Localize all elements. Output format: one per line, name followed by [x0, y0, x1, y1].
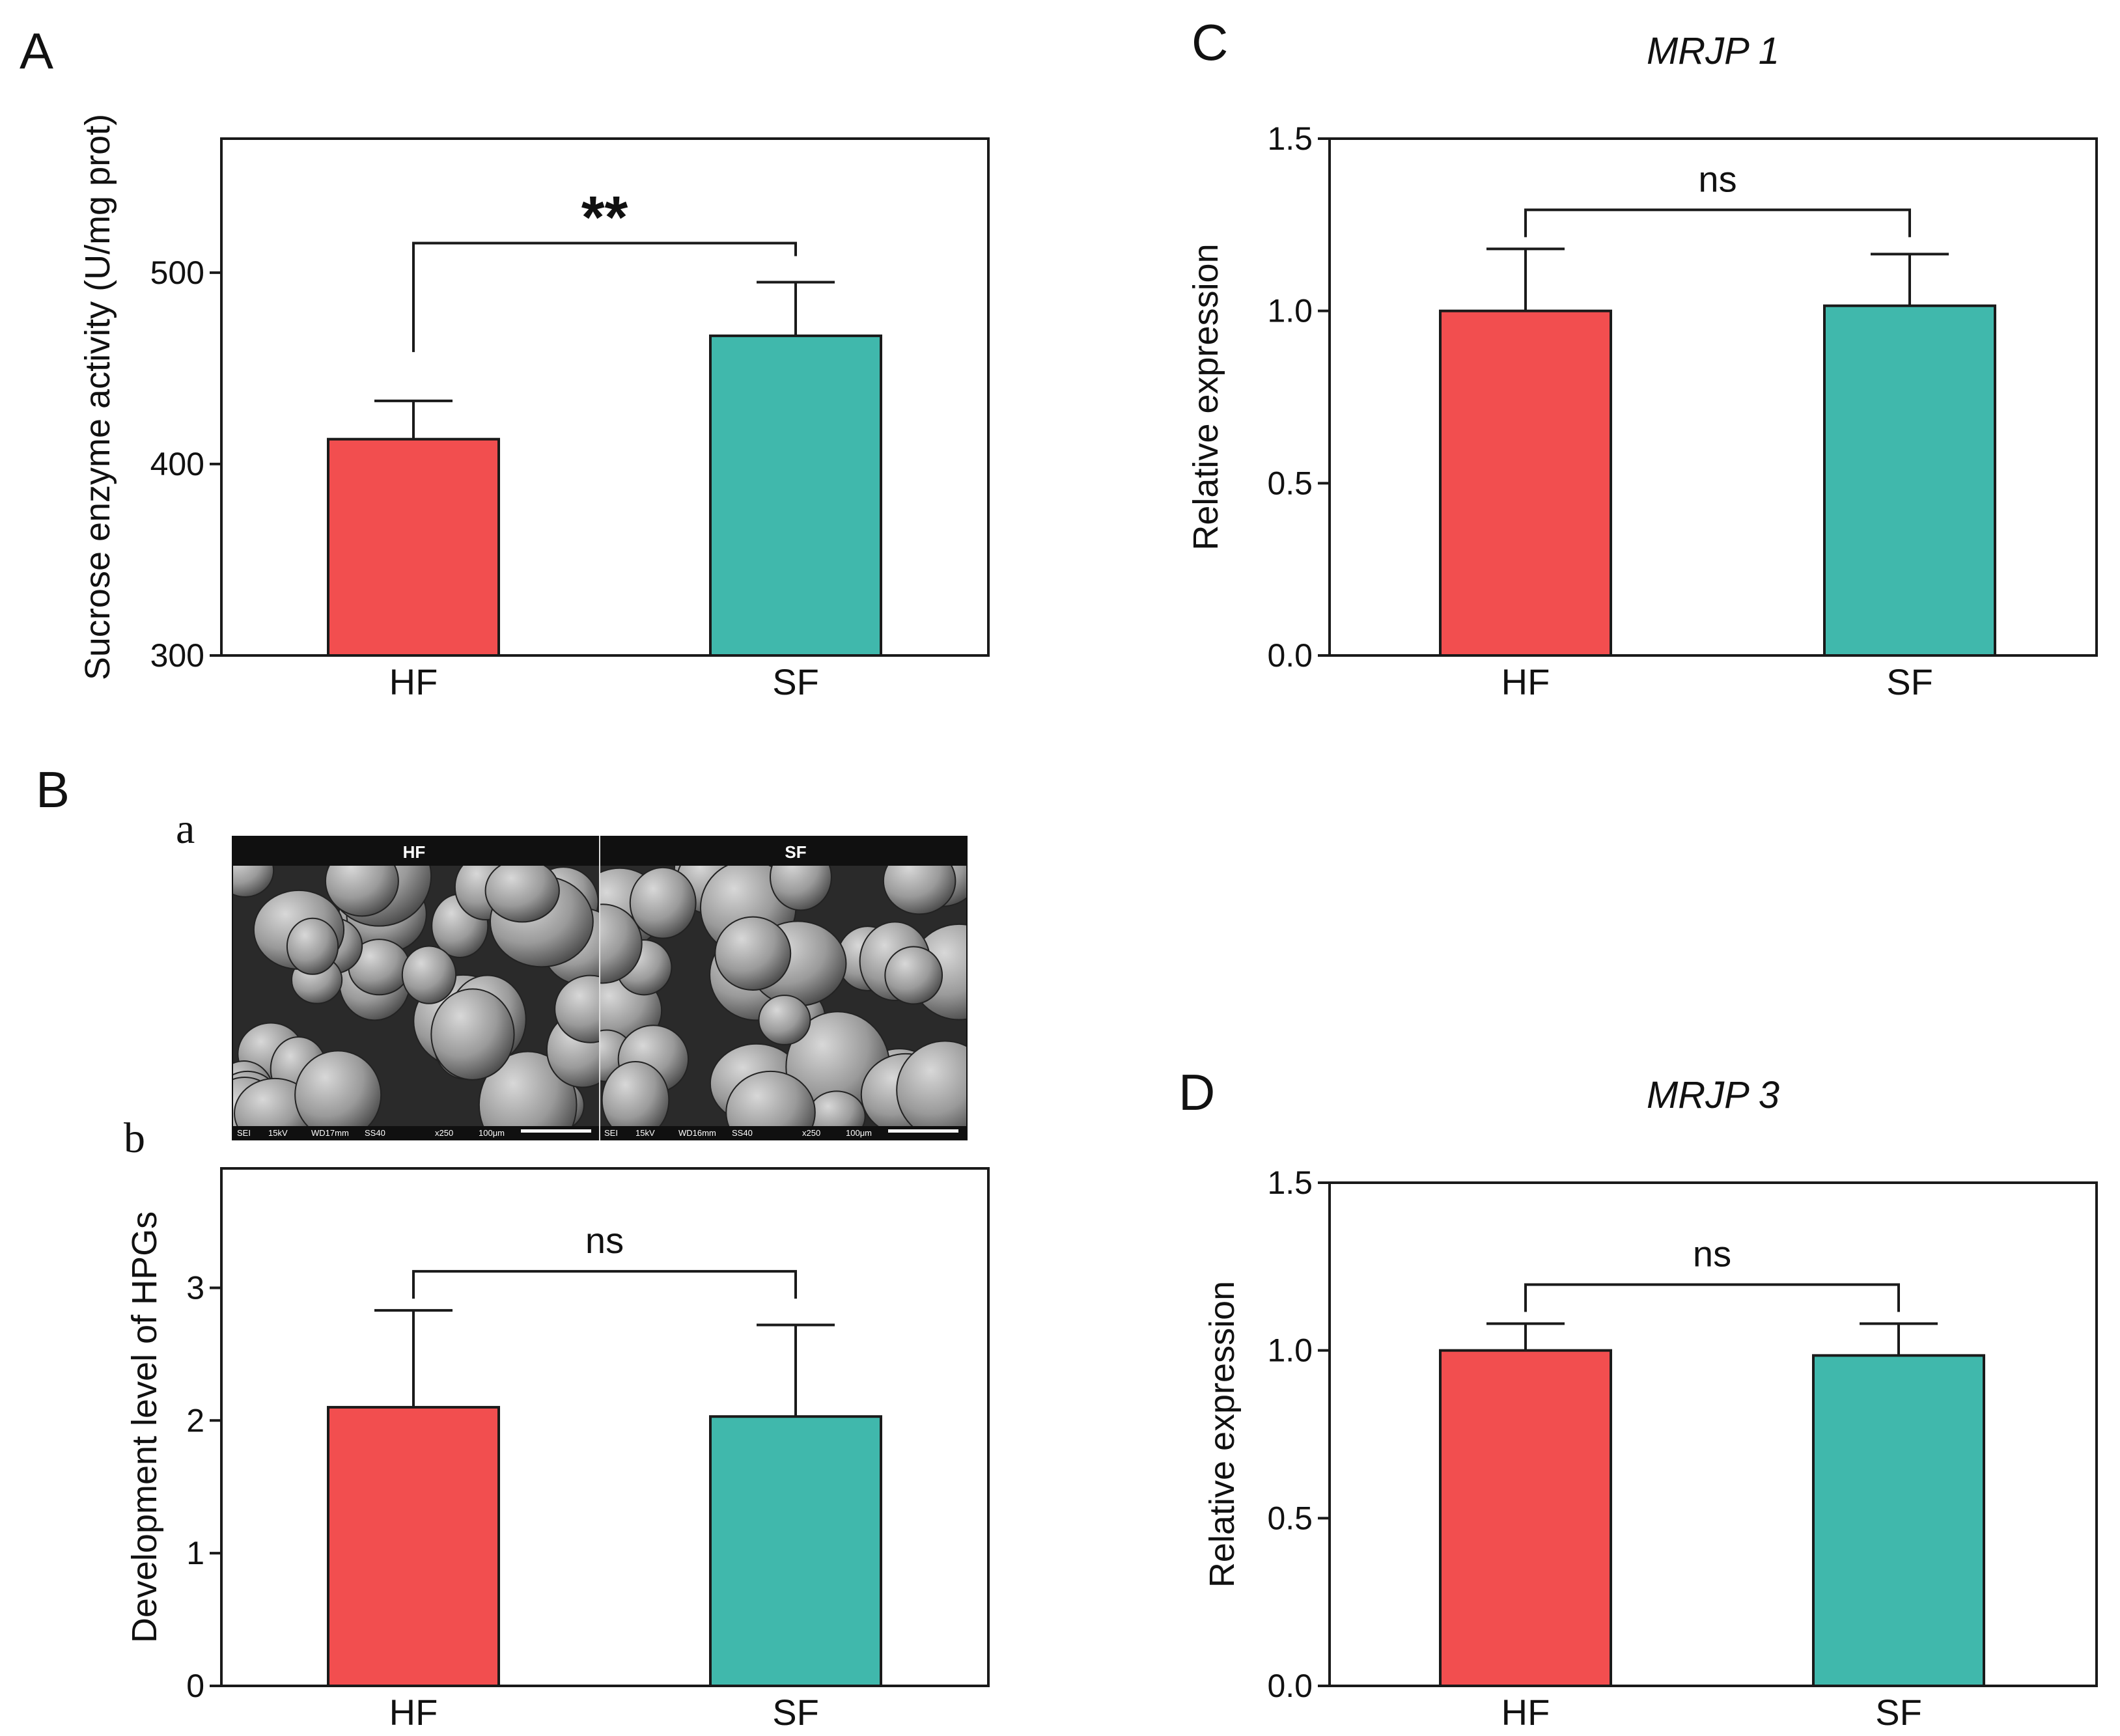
significance-bracket	[412, 1270, 797, 1299]
sem-hf-metadata: SEI 15kV WD17mm SS40 x250 100μm	[237, 1128, 591, 1138]
sem-sf-cells	[600, 866, 966, 1126]
significance-bracket	[412, 241, 797, 352]
sem-cell	[233, 866, 275, 898]
sem-meta-item: 100μm	[846, 1128, 872, 1138]
significance-label: **	[581, 185, 628, 251]
sem-meta-item: SEI	[604, 1128, 618, 1138]
sem-sf-metadata: SEI 15kV WD16mm SS40 x250 100μm	[604, 1128, 958, 1138]
x-tick-label: SF	[772, 661, 819, 702]
y-tick-label: 3	[186, 1269, 204, 1306]
sem-cell	[600, 903, 643, 984]
y-tick-label: 1.5	[1267, 1164, 1313, 1201]
sem-cell	[324, 866, 399, 917]
y-tick-label: 2	[186, 1402, 204, 1439]
y-tick-label: 1.0	[1267, 1332, 1313, 1369]
x-tick-label: SF	[1886, 661, 1933, 702]
sem-micrograph: HF SF SEI 15kV WD17mm SS40 x250 100μm SE…	[232, 836, 968, 1140]
sem-cell	[725, 1070, 816, 1126]
sem-cell	[401, 945, 457, 1004]
chart-title: MRJP 1	[1647, 30, 1779, 72]
sem-meta-item: x250	[802, 1128, 820, 1138]
sem-meta-item: SS40	[732, 1128, 753, 1138]
y-tick-label: 0	[186, 1668, 204, 1704]
panel-letter-c: C	[1192, 14, 1228, 71]
x-tick-label: HF	[1501, 1692, 1550, 1733]
bar-sf	[1823, 304, 1996, 657]
sem-cell	[714, 916, 792, 991]
chart-sucrose-enzyme-activity: HF SF 300 400 500 Sucrose enzyme activity (U/…	[78, 114, 990, 702]
y-tick-label: 300	[150, 637, 204, 674]
y-axis-label: Development level of HPGs	[125, 1211, 164, 1643]
sem-cell	[286, 917, 339, 975]
bar-hf	[327, 437, 500, 657]
sem-cell	[884, 946, 943, 1005]
sem-hf-cells	[233, 866, 599, 1126]
x-tick-label: HF	[389, 661, 438, 702]
significance-label: ns	[1693, 1233, 1731, 1274]
sem-sf-label: SF	[785, 842, 806, 862]
sem-cell	[554, 974, 599, 1043]
sem-cell	[896, 1040, 966, 1126]
y-tick-label: 1.0	[1267, 293, 1313, 329]
panel-letter-b: B	[36, 761, 70, 818]
y-tick-label: 400	[150, 446, 204, 482]
sem-meta-item: 100μm	[479, 1128, 505, 1138]
significance-label: ns	[1698, 158, 1736, 199]
panel-sub-letter-a: a	[176, 805, 195, 853]
bar-hf	[327, 1405, 500, 1688]
y-tick-label: 0.0	[1267, 637, 1313, 674]
sem-cell	[484, 866, 560, 923]
significance-bracket	[1524, 208, 1911, 238]
y-tick-label: 1.5	[1267, 120, 1313, 157]
y-tick-label: 0.5	[1267, 1500, 1313, 1536]
bar-sf	[709, 334, 882, 657]
plot-frame	[220, 1167, 990, 1687]
x-tick-label: SF	[1875, 1692, 1922, 1733]
y-tick-label: 0.5	[1267, 465, 1313, 501]
panel-letter-a: A	[20, 22, 53, 79]
plot-frame	[1328, 1181, 2098, 1687]
plot-frame	[1328, 137, 2098, 657]
x-tick-label: SF	[772, 1692, 819, 1733]
sem-hf-scale-bar	[521, 1129, 591, 1133]
sem-cell	[882, 866, 956, 915]
sem-cell	[601, 1061, 670, 1126]
sem-meta-item: 15kV	[635, 1128, 655, 1138]
x-tick-label: HF	[389, 1692, 438, 1733]
y-axis-label: Relative expression	[1203, 1281, 1242, 1588]
significance-bracket	[1524, 1283, 1900, 1312]
chart-mrjp1-expression: MRJP 1 HF SF 0.0 0.5 1.0 1.5 Relative expressio…	[1186, 30, 2098, 702]
chart-title: MRJP 3	[1647, 1074, 1779, 1116]
sem-sf-scale-bar	[888, 1129, 958, 1133]
sem-hf-label: HF	[403, 842, 426, 862]
bar-hf	[1439, 1349, 1612, 1688]
sem-meta-item: x250	[435, 1128, 453, 1138]
y-axis-label: Sucrose enzyme activity (U/mg prot)	[78, 114, 117, 680]
sem-cell	[758, 995, 811, 1045]
bar-hf	[1439, 309, 1612, 657]
y-tick-label: 500	[150, 255, 204, 291]
sem-meta-item: SS40	[365, 1128, 385, 1138]
chart-hpg-development: HF SF 0 1 2 3 Development level of HPGs ns	[125, 1167, 990, 1733]
bar-sf	[709, 1415, 882, 1688]
sem-cell	[629, 866, 697, 939]
sem-meta-item: WD17mm	[311, 1128, 349, 1138]
chart-mrjp3-expression: MRJP 3 HF SF 0.0 0.5 1.0 1.5 Relative expressio…	[1203, 1074, 2098, 1733]
panel-letter-d: D	[1179, 1064, 1215, 1121]
panel-sub-letter-b: b	[124, 1114, 145, 1162]
sem-cell	[430, 988, 515, 1081]
sem-cell	[770, 866, 832, 911]
x-tick-label: HF	[1501, 661, 1550, 702]
sem-meta-item: 15kV	[268, 1128, 288, 1138]
y-tick-label: 1	[186, 1535, 204, 1571]
sem-cell	[294, 1050, 382, 1126]
y-axis-label: Relative expression	[1186, 243, 1225, 550]
sem-meta-item: WD16mm	[678, 1128, 716, 1138]
significance-label: ns	[585, 1220, 624, 1261]
y-tick-label: 0.0	[1267, 1668, 1313, 1704]
bar-sf	[1812, 1354, 1985, 1688]
sem-meta-item: SEI	[237, 1128, 251, 1138]
plot-frame	[220, 137, 990, 657]
